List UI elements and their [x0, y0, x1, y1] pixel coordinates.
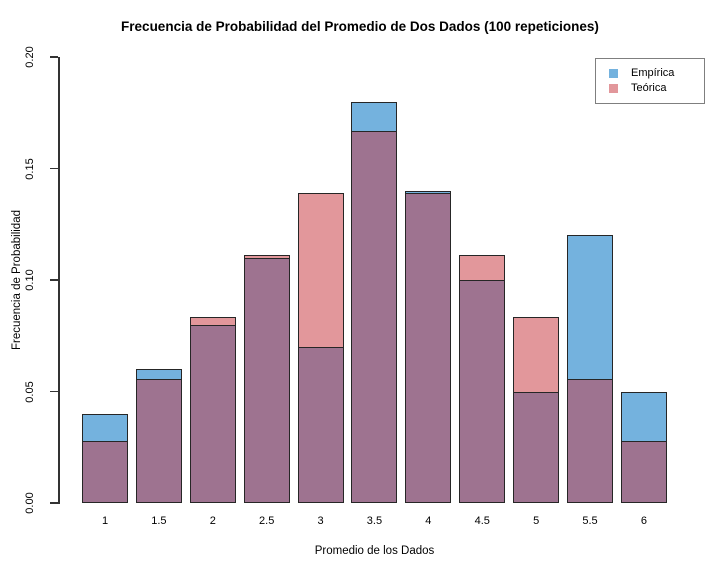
y-tick — [50, 279, 58, 281]
x-tick-label: 2 — [209, 515, 216, 527]
bar-segment-empirical — [567, 235, 614, 380]
bar: 2 — [189, 57, 236, 527]
legend-item: Teórica — [609, 81, 704, 96]
bar-segment-overlap — [297, 346, 344, 503]
y-tick-label: 0.00 — [24, 492, 36, 514]
legend: Empírica Teórica — [595, 58, 705, 104]
y-tick-label: 0.05 — [24, 380, 36, 403]
bar: 2.5 — [243, 57, 290, 527]
plot-area: 0.00 0.05 0.10 0.15 0.20 1 1.5 2 2.5 3 3.5 4 4.5 5 5.… — [24, 46, 705, 557]
bar-segment-overlap — [82, 441, 128, 503]
bar-segment-overlap — [459, 280, 506, 503]
y-axis-label: Frecuencia de Probabilidad — [11, 210, 23, 351]
bar: 1 — [82, 57, 128, 527]
bar: 3.5 — [351, 57, 398, 527]
bar-segment-theoretical — [243, 255, 290, 258]
bar: 6 — [620, 57, 667, 527]
x-tick-label: 3 — [317, 515, 324, 527]
y-tick — [50, 167, 58, 170]
legend-swatch — [609, 69, 618, 78]
bar-segment-overlap — [513, 391, 560, 503]
x-tick-label: 1.5 — [151, 515, 167, 527]
legend-items: Empírica Teórica — [609, 66, 704, 96]
bar-segment-overlap — [351, 131, 398, 503]
y-axis-line — [58, 57, 60, 504]
x-tick-label: 5 — [533, 515, 540, 527]
x-tick-label: 3.5 — [366, 515, 383, 527]
y-tick — [50, 56, 58, 58]
legend-item: Empírica — [609, 66, 704, 81]
legend-swatch — [609, 84, 618, 93]
y-tick — [50, 502, 58, 504]
bar-segment-overlap — [405, 193, 452, 503]
bar-segment-empirical — [82, 413, 128, 442]
bar-segment-overlap — [567, 379, 614, 503]
legend-label: Teórica — [631, 82, 667, 94]
y-tick-label: 0.15 — [24, 157, 36, 180]
x-axis-label: Promedio de los Dados — [314, 545, 435, 557]
bar-segment-overlap — [135, 379, 182, 503]
bar-segment-theoretical — [513, 317, 560, 392]
legend-label: Empírica — [631, 67, 675, 79]
x-tick-label: 2.5 — [259, 515, 275, 527]
bar-segment-empirical — [351, 101, 398, 132]
x-tick-label: 6 — [640, 515, 647, 527]
bars-container: 1 1.5 2 2.5 3 3.5 4 4.5 5 5.5 6 — [82, 57, 667, 527]
bar: 3 — [297, 57, 344, 527]
bar-segment-overlap — [243, 257, 290, 503]
bar-segment-empirical — [620, 391, 667, 442]
bar-segment-theoretical — [189, 317, 236, 325]
y-tick-label: 0.20 — [24, 46, 36, 68]
bar-segment-overlap — [620, 441, 667, 503]
x-tick-label: 4.5 — [474, 515, 490, 527]
y-tick — [50, 390, 58, 393]
bar-segment-empirical — [135, 369, 182, 380]
bar-segment-overlap — [189, 324, 236, 503]
bar: 1.5 — [135, 57, 182, 527]
x-tick-label: 5.5 — [582, 515, 598, 527]
chart-title: Frecuencia de Probabilidad del Promedio … — [121, 19, 599, 34]
bar: 5 — [513, 57, 560, 527]
bar-segment-empirical — [405, 190, 452, 194]
x-tick-label: 1 — [101, 515, 109, 527]
bar: 4 — [405, 57, 452, 527]
x-tick-label: 4 — [425, 515, 432, 527]
y-tick-label: 0.10 — [24, 269, 36, 291]
bar: 4.5 — [459, 57, 506, 527]
bar-segment-theoretical — [297, 193, 344, 347]
bar-segment-theoretical — [459, 255, 506, 280]
bar: 5.5 — [567, 57, 614, 527]
